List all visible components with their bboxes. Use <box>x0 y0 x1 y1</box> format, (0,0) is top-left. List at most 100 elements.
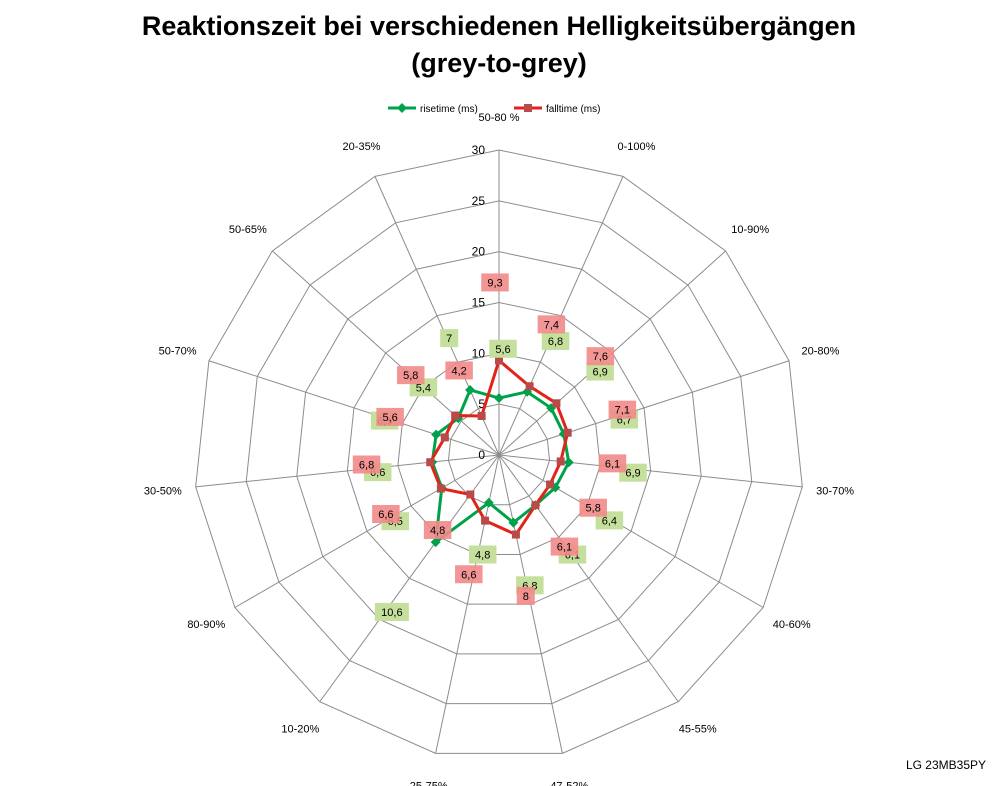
data-point <box>556 457 565 466</box>
data-point <box>494 393 504 404</box>
chart-title-line-1: Reaktionszeit bei verschiedenen Helligke… <box>141 11 857 41</box>
radial-tick-label: 20 <box>472 245 486 259</box>
series-line <box>428 358 570 537</box>
data-label: 6,1 <box>605 458 620 470</box>
data-point <box>431 429 442 440</box>
data-label: 4,2 <box>451 365 466 377</box>
legend-marker <box>524 104 532 112</box>
data-label-bg <box>579 498 607 517</box>
data-point <box>546 480 555 489</box>
category-label: 10-20% <box>281 723 319 735</box>
category-label: 20-80% <box>801 346 839 358</box>
data-label-bg <box>598 454 627 473</box>
data-point <box>465 385 476 395</box>
data-point <box>440 433 449 442</box>
data-label: 6,4 <box>602 515 617 527</box>
data-label: 7,4 <box>544 319 559 331</box>
data-label-bg <box>608 400 637 419</box>
data-point <box>508 517 519 528</box>
grid-spoke <box>374 176 500 456</box>
data-label-bg <box>440 329 459 348</box>
grid-ring-25 <box>245 200 753 705</box>
data-label: 5,8 <box>586 503 601 515</box>
grid-ring-15 <box>346 301 652 605</box>
radial-tick-label: 30 <box>472 143 486 157</box>
grid-ring-10 <box>397 352 601 555</box>
data-label: 6,8 <box>359 460 374 472</box>
category-label: 50-80 % <box>479 112 520 124</box>
legend-label: risetime (ms) <box>420 104 478 115</box>
data-label: 4,8 <box>430 525 445 537</box>
data-point <box>531 501 540 510</box>
radial-tick-label: 10 <box>472 346 486 360</box>
data-label-bg <box>372 505 400 524</box>
data-label: 6,9 <box>625 468 640 480</box>
data-label: 5,8 <box>403 370 418 382</box>
grid-spoke <box>498 454 764 608</box>
data-label: 8 <box>523 591 529 603</box>
data-point <box>552 399 561 408</box>
category-label: 80-90% <box>187 619 225 631</box>
category-label: 30-50% <box>144 485 182 497</box>
data-label-bg <box>376 407 404 426</box>
data-point <box>477 411 486 420</box>
category-label: 50-70% <box>159 346 197 358</box>
data-label: 5,6 <box>383 412 398 424</box>
data-point <box>495 356 503 365</box>
radar-grid <box>195 149 803 754</box>
data-labels-falltime: 9,3 7,4 7,6 7,1 6,1 5,8 6,1 8 6,6 4,8 6,6 6,8 5,6 5,8… <box>352 273 637 605</box>
category-label: 30-70% <box>816 485 854 497</box>
data-label-bg <box>352 455 381 474</box>
radial-tick-label: 0 <box>478 448 485 462</box>
data-label-bg <box>481 273 509 292</box>
series-falltime <box>426 356 572 539</box>
data-point <box>426 458 435 467</box>
category-label: 0-100% <box>618 141 656 153</box>
data-label: 5,6 <box>495 344 510 356</box>
data-label-bg <box>396 366 425 385</box>
category-label: 10-90% <box>731 224 769 236</box>
data-label: 9,3 <box>487 277 502 289</box>
data-label-bg <box>468 545 497 564</box>
category-label: 45-55% <box>679 723 717 735</box>
model-watermark: LG 23MB35PY <box>905 758 986 772</box>
data-label: 5,4 <box>416 382 431 394</box>
grid-ring-20 <box>296 251 702 655</box>
data-label-bg <box>455 565 483 584</box>
legend-marker <box>397 103 407 113</box>
chart-title-line-2: (grey-to-grey) <box>411 48 587 78</box>
data-point <box>525 382 534 391</box>
data-label-bg <box>586 362 614 381</box>
radial-tick-label: 5 <box>478 397 485 411</box>
legend-label: falltime (ms) <box>546 104 600 115</box>
data-label-bg <box>537 315 566 334</box>
grid-ring-30 <box>195 149 803 754</box>
data-point <box>483 497 494 508</box>
grid-spoke <box>195 454 500 488</box>
data-label-bg <box>423 520 452 539</box>
data-label: 4,8 <box>475 550 490 562</box>
data-label: 6,6 <box>378 509 393 521</box>
series-line <box>430 388 571 544</box>
chart-title: Reaktionszeit bei verschiedenen Helligke… <box>0 8 998 82</box>
data-label: 6,8 <box>548 336 563 348</box>
data-label: 10,6 <box>381 607 402 619</box>
data-label: 7,6 <box>593 351 608 363</box>
data-label-bg <box>445 361 473 380</box>
grid-spoke <box>498 454 679 703</box>
category-label: 25-75% <box>410 781 448 786</box>
data-label: 6,6 <box>461 569 476 581</box>
radial-tick-label: 25 <box>472 194 486 208</box>
data-label: 7 <box>446 333 452 345</box>
grid-spoke <box>498 360 790 456</box>
radial-tick-label: 15 <box>472 296 486 310</box>
grid-ring-5 <box>447 403 551 506</box>
data-point <box>466 490 475 499</box>
grid-spoke <box>234 454 500 608</box>
category-label: 40-60% <box>773 619 811 631</box>
data-label-bg <box>541 332 570 351</box>
data-point <box>563 457 574 468</box>
category-label: 20-35% <box>343 141 381 153</box>
data-label-bg <box>516 586 535 605</box>
